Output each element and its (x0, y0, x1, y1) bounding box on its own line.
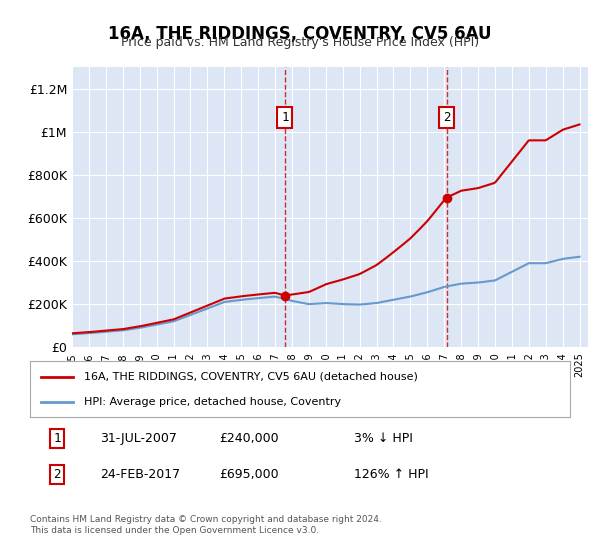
Text: £695,000: £695,000 (219, 468, 278, 481)
Bar (285, 67, 447, 347)
Text: 126% ↑ HPI: 126% ↑ HPI (354, 468, 428, 481)
Text: £240,000: £240,000 (219, 432, 278, 445)
Text: 1: 1 (53, 432, 61, 445)
Text: 1: 1 (281, 111, 289, 124)
Text: HPI: Average price, detached house, Coventry: HPI: Average price, detached house, Cove… (84, 396, 341, 407)
Text: 2: 2 (53, 468, 61, 481)
Text: 16A, THE RIDDINGS, COVENTRY, CV5 6AU: 16A, THE RIDDINGS, COVENTRY, CV5 6AU (108, 25, 492, 43)
Text: Price paid vs. HM Land Registry's House Price Index (HPI): Price paid vs. HM Land Registry's House … (121, 36, 479, 49)
Text: 2: 2 (443, 111, 451, 124)
Text: 16A, THE RIDDINGS, COVENTRY, CV5 6AU (detached house): 16A, THE RIDDINGS, COVENTRY, CV5 6AU (de… (84, 372, 418, 382)
Text: 24-FEB-2017: 24-FEB-2017 (100, 468, 181, 481)
Text: Contains HM Land Registry data © Crown copyright and database right 2024.
This d: Contains HM Land Registry data © Crown c… (30, 515, 382, 535)
Text: 3% ↓ HPI: 3% ↓ HPI (354, 432, 413, 445)
Text: 31-JUL-2007: 31-JUL-2007 (100, 432, 177, 445)
